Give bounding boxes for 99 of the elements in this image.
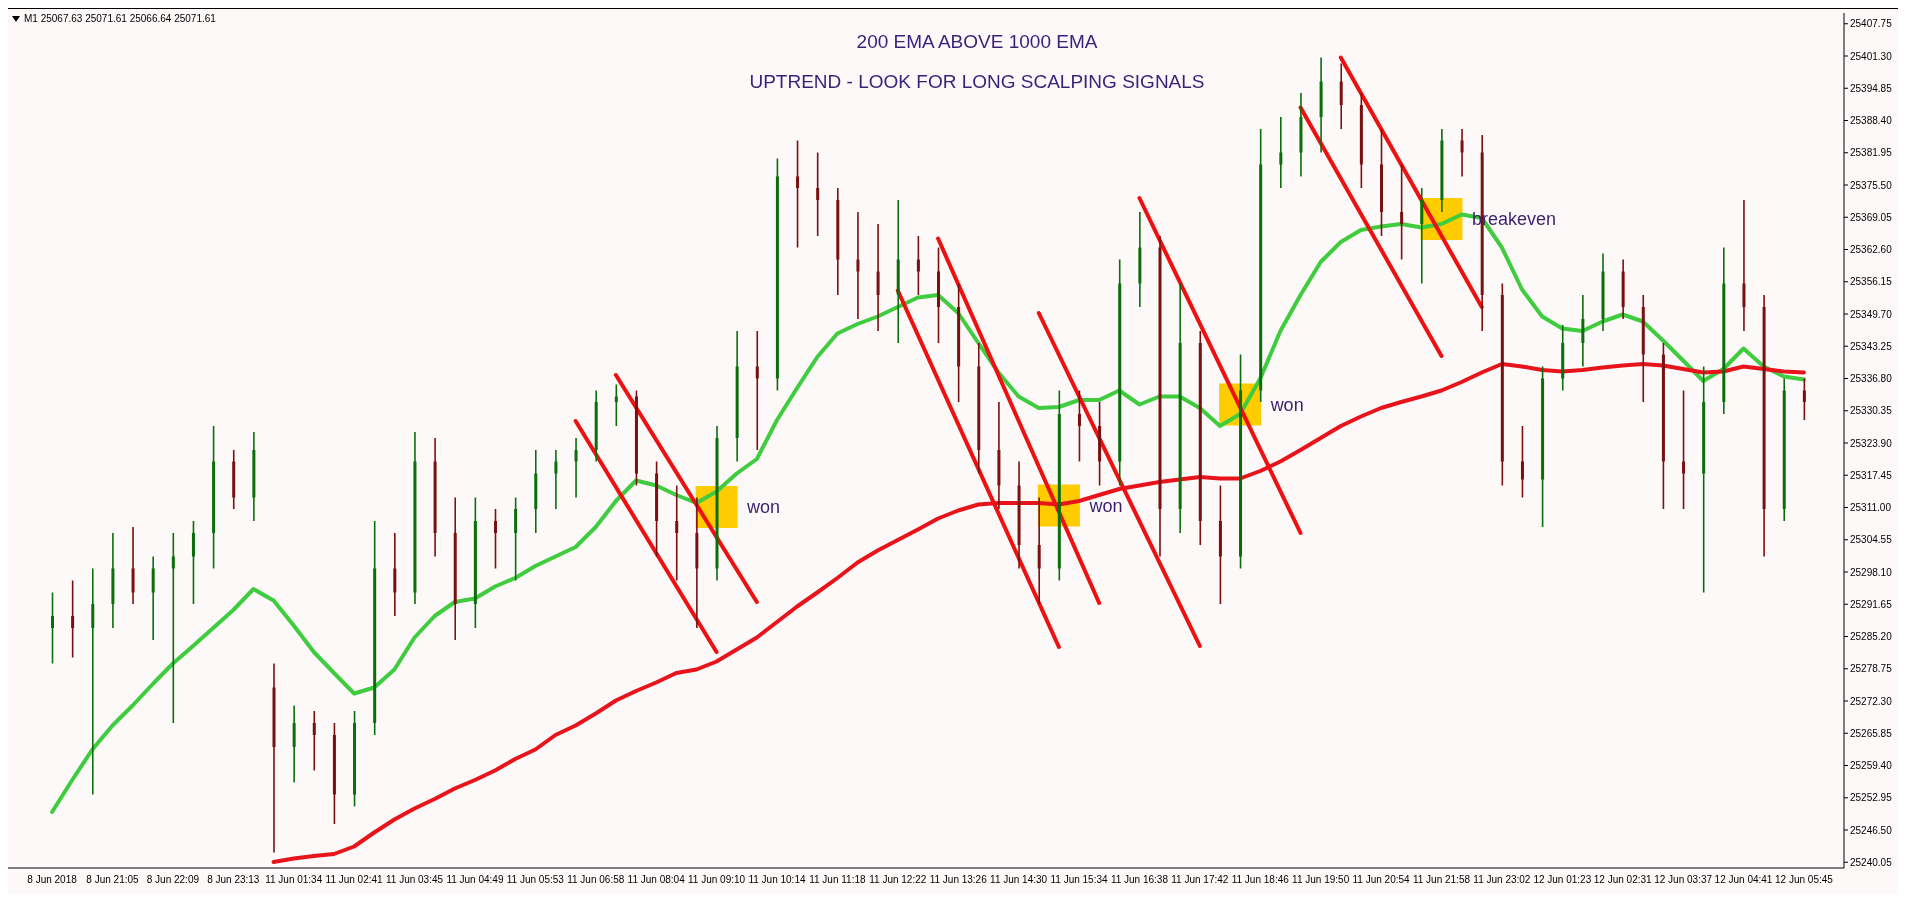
y-tick-label: 25343.25 [1850,340,1893,352]
candlestick [71,579,75,659]
x-tick-label: 11 Jun 04:49 [446,874,504,886]
x-tick-label: 11 Jun 16:38 [1110,874,1169,886]
candlestick [574,437,578,499]
x-tick-label: 12 Jun 03:37 [1654,874,1713,886]
candlestick [1380,128,1383,237]
y-tick-label: 25356.15 [1850,276,1893,288]
y-tick-label: 25323.90 [1850,437,1893,449]
candlestick [916,235,920,296]
candlestick [1420,187,1424,285]
y-tick-label: 25278.75 [1850,663,1893,675]
y-tick-label: 25362.60 [1850,244,1893,256]
y-tick-label: 25330.35 [1850,405,1893,417]
x-tick-label: 11 Jun 11:18 [809,874,866,886]
x-tick-label: 11 Jun 02:41 [325,874,384,886]
data-label: won [746,497,781,518]
y-tick-label: 25240.05 [1850,856,1893,868]
y-tick-label: 25298.10 [1850,566,1893,578]
candlestick [1400,163,1404,261]
y-tick-label: 25407.75 [1850,18,1893,30]
y-tick-label: 25246.50 [1850,824,1893,836]
candlestick [1077,389,1081,463]
y-tick-label: 25349.70 [1850,308,1893,320]
x-tick-label: 8 Jun 21:05 [86,874,140,886]
x-tick-label: 11 Jun 05:53 [506,874,565,886]
x-tick-label: 11 Jun 08:04 [627,874,686,886]
candlestick [1339,62,1343,130]
y-tick-label: 25388.40 [1850,115,1893,127]
candlestick [51,591,54,665]
candlestick [1682,389,1686,510]
text: UPTREND - LOOK FOR LONG SCALPING SIGNALS [749,71,1205,93]
candlestick [755,330,759,451]
x-tick-label: 11 Jun 13:26 [929,874,988,886]
x-tick-label: 8 Jun 23:13 [207,874,260,886]
candlestick [937,246,940,344]
x-tick-label: 11 Jun 21:58 [1412,874,1471,886]
y-tick-label: 25265.85 [1850,727,1893,739]
candlestick [1581,294,1585,368]
candlestick [151,555,155,641]
y-tick-label: 25317.45 [1850,469,1893,481]
candlestick [675,484,679,582]
x-tick-label: 11 Jun 09:10 [688,874,746,886]
x-tick-label: 12 Jun 05:45 [1775,874,1834,886]
y-tick-label: 25311.00 [1850,502,1892,514]
candlestick [514,496,518,582]
candlestick [796,139,800,249]
y-tick-label: 25336.80 [1850,373,1893,385]
candlestick [554,449,558,510]
x-tick-label: 11 Jun 14:30 [990,874,1048,886]
x-tick-label: 12 Jun 04:41 [1714,874,1773,886]
y-tick-label: 25304.55 [1850,534,1893,546]
data-label: won [1088,495,1123,516]
candlestick [1742,199,1746,332]
x-tick-label: 11 Jun 18:46 [1231,874,1290,886]
x-tick-label: 8 Jun 22:09 [146,874,200,886]
candlestick [191,520,195,605]
y-tick-label: 25259.40 [1850,760,1893,772]
x-tick-label: 11 Jun 20:54 [1352,874,1411,886]
candlestick [1460,128,1464,178]
annotation: M1 25067.63 25071.61 25066.64 25071.61 [24,13,216,24]
candlestick [1802,377,1806,421]
candlestick [131,526,135,605]
x-tick-label: 11 Jun 19:50 [1292,874,1350,886]
candlestick [856,211,860,320]
candlestick [312,710,316,772]
candlestick [816,151,820,237]
x-tick-label: 8 Jun 2018 [27,874,78,886]
candlestick [171,532,175,724]
y-tick-label: 25272.30 [1850,695,1893,707]
candlestick [1037,496,1041,605]
x-tick-label: 11 Jun 03:45 [385,874,444,886]
x-tick-label: 11 Jun 15:34 [1050,874,1108,886]
x-tick-label: 12 Jun 01:23 [1533,874,1592,886]
candlestick [91,567,95,796]
candlestick [876,223,880,332]
y-tick-label: 25394.85 [1850,82,1893,94]
y-tick-label: 25285.20 [1850,631,1893,643]
candlestick [1520,425,1524,499]
x-tick-label: 11 Jun 01:34 [265,874,323,886]
candlestick [1279,116,1283,189]
candlestick [292,704,296,784]
x-tick-label: 12 Jun 02:31 [1593,874,1653,886]
x-tick-label: 11 Jun 17:42 [1171,874,1229,886]
candlestick [393,532,397,617]
x-tick-label: 11 Jun 06:58 [567,874,625,886]
text: 200 EMA ABOVE 1000 EMA [856,31,1098,53]
y-tick-label: 25252.95 [1850,792,1893,804]
x-tick-label: 11 Jun 23:02 [1473,874,1531,886]
y-tick-label: 25401.30 [1850,50,1893,62]
line-series [50,212,1806,814]
y-tick-label: 25291.65 [1850,598,1893,610]
y-tick-label: 25375.50 [1850,179,1893,191]
y-tick-label: 25369.05 [1850,211,1893,223]
x-tick-label: 11 Jun 10:14 [748,874,806,886]
x-tick-label: 11 Jun 12:22 [869,874,927,886]
y-tick-label: 25381.95 [1850,147,1893,159]
data-label: won [1269,394,1304,415]
candlestick [494,508,497,570]
